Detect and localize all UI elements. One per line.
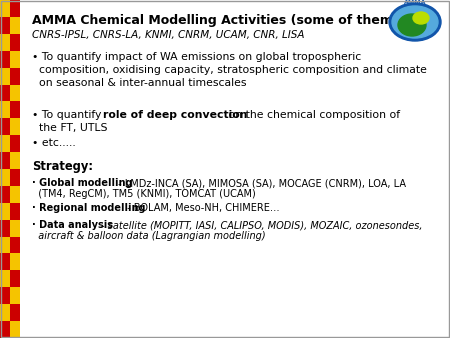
Text: the FT, UTLS: the FT, UTLS xyxy=(32,123,108,133)
Text: · Data analysis: · Data analysis xyxy=(32,220,113,230)
Bar xyxy=(10,237,20,254)
Bar xyxy=(10,51,20,68)
Bar xyxy=(10,321,20,338)
Bar xyxy=(10,68,20,84)
Text: role of deep convection: role of deep convection xyxy=(103,110,247,120)
Bar xyxy=(10,0,20,17)
Bar xyxy=(0,17,10,34)
Text: · Global modelling: · Global modelling xyxy=(32,178,132,188)
Text: · Regional modelling: · Regional modelling xyxy=(32,203,145,213)
Bar xyxy=(0,321,10,338)
Ellipse shape xyxy=(392,6,438,38)
Bar xyxy=(0,101,10,118)
Bar xyxy=(10,118,20,135)
Bar xyxy=(0,135,10,152)
Text: AMMA: AMMA xyxy=(404,0,426,4)
Bar xyxy=(0,0,10,17)
Bar xyxy=(0,237,10,254)
Text: aircraft & balloon data (Lagrangian modelling): aircraft & balloon data (Lagrangian mode… xyxy=(32,231,266,241)
Bar xyxy=(10,287,20,304)
Bar xyxy=(10,203,20,220)
Bar xyxy=(10,254,20,270)
Bar xyxy=(10,17,20,34)
Bar xyxy=(0,118,10,135)
Text: - BOLAM, Meso-NH, CHIMERE…: - BOLAM, Meso-NH, CHIMERE… xyxy=(124,203,279,213)
Bar xyxy=(10,152,20,169)
Bar xyxy=(0,51,10,68)
Text: AMMA Chemical Modelling Activities (some of them…): AMMA Chemical Modelling Activities (some… xyxy=(32,14,411,27)
Bar xyxy=(10,169,20,186)
Text: • To quantify: • To quantify xyxy=(32,110,105,120)
Bar xyxy=(0,186,10,203)
Ellipse shape xyxy=(398,14,426,36)
Bar xyxy=(10,270,20,287)
Text: • etc.....: • etc..... xyxy=(32,138,76,148)
Ellipse shape xyxy=(389,3,441,41)
Bar xyxy=(10,135,20,152)
Text: - LMDz-INCA (SA), MIMOSA (SA), MOCAGE (CNRM), LOA, LA: - LMDz-INCA (SA), MIMOSA (SA), MOCAGE (C… xyxy=(115,178,406,188)
Bar xyxy=(0,270,10,287)
Text: on the chemical composition of: on the chemical composition of xyxy=(225,110,400,120)
Bar xyxy=(0,304,10,321)
Text: • To quantify impact of WA emissions on global tropospheric
  composition, oxidi: • To quantify impact of WA emissions on … xyxy=(32,52,427,89)
Bar xyxy=(10,101,20,118)
Bar xyxy=(0,220,10,237)
Ellipse shape xyxy=(413,12,429,24)
Bar xyxy=(0,34,10,51)
Text: CNRS-IPSL, CNRS-LA, KNMI, CNRM, UCAM, CNR, LISA: CNRS-IPSL, CNRS-LA, KNMI, CNRM, UCAM, CN… xyxy=(32,30,305,40)
Bar xyxy=(10,220,20,237)
Bar xyxy=(0,203,10,220)
Bar xyxy=(10,34,20,51)
Text: - satellite (MOPITT, IASI, CALIPSO, MODIS), MOZAIC, ozonesondes,: - satellite (MOPITT, IASI, CALIPSO, MODI… xyxy=(98,220,422,230)
Bar xyxy=(0,169,10,186)
Bar xyxy=(10,186,20,203)
Bar xyxy=(0,84,10,101)
Text: Strategy:: Strategy: xyxy=(32,160,93,173)
Bar xyxy=(0,287,10,304)
Bar xyxy=(0,68,10,84)
Bar xyxy=(10,304,20,321)
Text: (TM4, RegCM), TM5 (KNMI), TOMCAT (UCAM): (TM4, RegCM), TM5 (KNMI), TOMCAT (UCAM) xyxy=(32,189,256,199)
Bar xyxy=(0,254,10,270)
Bar xyxy=(10,84,20,101)
Bar xyxy=(0,152,10,169)
